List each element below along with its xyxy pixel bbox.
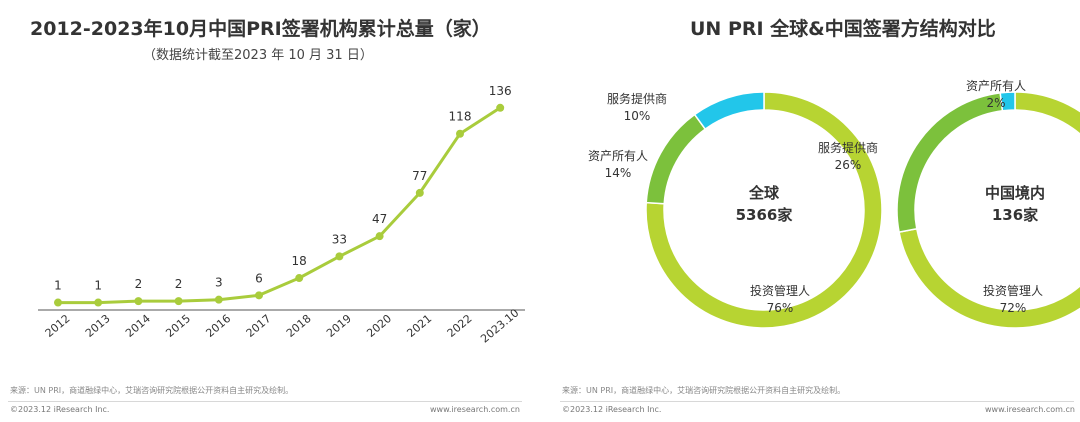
data-label-2018: 18 <box>292 254 307 268</box>
copyright-right: ©2023.12 iResearch Inc. <box>562 405 662 414</box>
website-link[interactable]: www.iresearch.com.cn <box>430 405 520 414</box>
x-tick-2014: 2014 <box>123 312 153 340</box>
copyright: ©2023.12 iResearch Inc. <box>10 405 110 414</box>
data-label-2013: 1 <box>94 279 102 293</box>
x-tick-2013: 2013 <box>83 312 113 340</box>
donut-1-slice-pct-3: 10% <box>624 109 651 123</box>
donut-1-center-value: 5366家 <box>736 206 793 224</box>
footer-divider-right <box>560 401 1074 402</box>
donut-2-slice-2 <box>896 92 1004 233</box>
x-tick-2018: 2018 <box>284 312 314 340</box>
donut-chart-title: UN PRI 全球&中国签署方结构对比 <box>690 18 996 40</box>
donut-1-slice-3 <box>693 91 765 131</box>
x-tick-2015: 2015 <box>163 312 193 340</box>
donut-1-slice-label-1: 投资管理人 <box>750 283 810 298</box>
data-label-2023.10: 136 <box>489 84 512 98</box>
data-label-2019: 33 <box>332 232 347 246</box>
donut-2-slice-label-3: 资产所有人 <box>966 79 1026 93</box>
data-point-2016 <box>214 295 223 304</box>
donut-1-slice-pct-1: 76% <box>767 301 794 315</box>
data-label-2017: 6 <box>255 271 263 285</box>
data-point-2018 <box>295 274 304 283</box>
donut-1-slice-2 <box>645 113 707 205</box>
data-label-2021: 77 <box>412 169 427 183</box>
donut-2-slice-3 <box>999 91 1016 112</box>
data-point-2013 <box>94 298 103 307</box>
donut-1-slice-label-3: 服务提供商 <box>607 91 667 106</box>
x-tick-2012: 2012 <box>43 312 73 340</box>
donut-2-slice-label-1: 投资管理人 <box>983 283 1043 298</box>
x-tick-2023.10: 2023.10 <box>478 306 521 345</box>
donut-chart-panel: UN PRI 全球&中国签署方结构对比 投资管理人 76% 资产所有人 14% 服务提供… <box>540 0 1080 422</box>
data-point-2017 <box>255 291 263 300</box>
x-tick-2020: 2020 <box>364 312 394 340</box>
x-tick-2019: 2019 <box>324 312 354 340</box>
x-tick-2021: 2021 <box>405 312 435 340</box>
x-tick-2022: 2022 <box>445 312 475 340</box>
footer-divider <box>8 401 522 402</box>
line-chart-title: 2012-2023年10月中国PRI签署机构累计总量（家） <box>30 18 491 40</box>
donut-2-slice-pct-3: 2% <box>986 96 1005 110</box>
series-line <box>58 106 502 305</box>
data-point-2019 <box>335 252 344 261</box>
data-point-2020 <box>375 232 384 241</box>
donut-2-center-label: 中国境内 <box>985 184 1045 202</box>
line-chart-svg: 1 2012 1 2013 2 2014 2 2015 3 2016 6 2017 18 2018 33 20… <box>38 84 525 346</box>
website-link-right[interactable]: www.iresearch.com.cn <box>985 405 1075 414</box>
data-point-2022 <box>456 129 464 138</box>
x-tick-2016: 2016 <box>204 312 234 340</box>
data-point-2012 <box>54 298 62 307</box>
source-note: 来源：UN PRI，商道融绿中心，艾瑞咨询研究院根据公开资料自主研究及绘制。 <box>10 386 294 395</box>
data-point-2023.10 <box>496 103 505 112</box>
data-label-2012: 1 <box>54 279 62 293</box>
data-point-2021 <box>415 188 424 197</box>
data-label-2020: 47 <box>372 212 387 226</box>
donut-1-slice-label-2: 资产所有人 <box>588 149 648 163</box>
donut-1-slice-1 <box>645 91 883 329</box>
data-label-2015: 2 <box>175 277 183 291</box>
data-label-2022: 118 <box>449 110 472 124</box>
donut-1-slice-pct-2: 14% <box>605 166 632 180</box>
donut-2-slice-pct-2: 26% <box>835 158 862 172</box>
x-tick-2017: 2017 <box>244 312 274 340</box>
line-chart-panel: 2012-2023年10月中国PRI签署机构累计总量（家） （数据统计截至202… <box>8 18 525 414</box>
data-point-2014 <box>134 297 143 306</box>
line-chart-subtitle: （数据统计截至2023 年 10 月 31 日） <box>143 48 373 63</box>
source-note-right: 来源：UN PRI，商道融绿中心，艾瑞咨询研究院根据公开资料自主研究及绘制。 <box>562 386 846 395</box>
data-point-2015 <box>174 297 183 306</box>
donut-1-center-label: 全球 <box>748 184 780 202</box>
donut-2-slice-label-2: 服务提供商 <box>818 140 878 155</box>
data-label-2014: 2 <box>135 277 143 291</box>
donut-2-center-value: 136家 <box>992 206 1038 224</box>
donut-2-slice-pct-1: 72% <box>1000 301 1027 315</box>
data-label-2016: 3 <box>215 276 223 290</box>
